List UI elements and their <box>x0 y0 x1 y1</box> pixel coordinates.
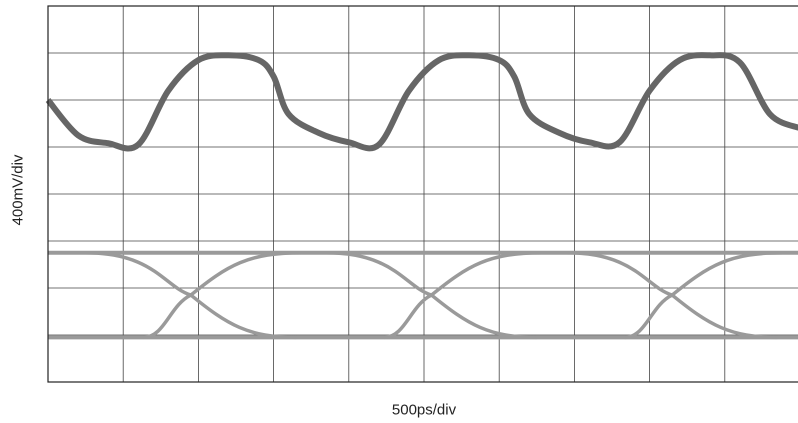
plot-frame <box>47 5 798 383</box>
waveform-trace <box>45 52 798 152</box>
traces <box>45 52 798 340</box>
grid <box>48 6 798 382</box>
eye-transition-rising <box>143 251 302 340</box>
y-axis-label: 400mV/div <box>9 154 27 226</box>
x-axis-label: 500ps/div <box>391 401 457 419</box>
eye-transition-rising <box>624 251 783 340</box>
eye-transition-rising <box>383 251 543 340</box>
